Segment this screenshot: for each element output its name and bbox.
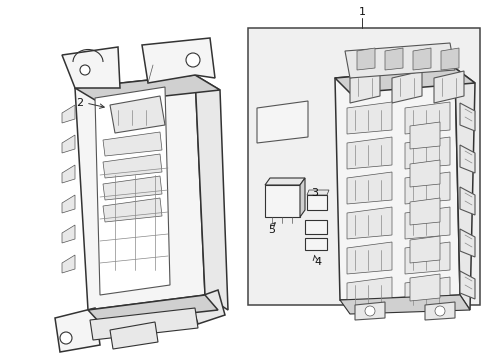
- Polygon shape: [55, 308, 100, 352]
- Polygon shape: [75, 75, 205, 310]
- Polygon shape: [350, 71, 380, 103]
- Polygon shape: [103, 176, 162, 200]
- Polygon shape: [347, 207, 392, 239]
- Polygon shape: [257, 101, 308, 143]
- Polygon shape: [347, 172, 392, 204]
- Circle shape: [80, 65, 90, 75]
- Circle shape: [60, 332, 72, 344]
- Circle shape: [435, 306, 445, 316]
- Text: 5: 5: [269, 225, 275, 235]
- Polygon shape: [62, 47, 120, 88]
- Polygon shape: [410, 274, 440, 301]
- Polygon shape: [340, 295, 470, 314]
- Polygon shape: [460, 103, 475, 131]
- Polygon shape: [455, 68, 475, 310]
- Polygon shape: [190, 290, 225, 324]
- Polygon shape: [460, 271, 475, 299]
- Polygon shape: [405, 137, 450, 169]
- Polygon shape: [410, 122, 440, 149]
- Polygon shape: [62, 225, 75, 243]
- Polygon shape: [410, 236, 440, 263]
- Polygon shape: [88, 295, 218, 323]
- Polygon shape: [195, 75, 228, 310]
- Polygon shape: [405, 277, 450, 309]
- Polygon shape: [460, 229, 475, 257]
- Polygon shape: [62, 195, 75, 213]
- Polygon shape: [62, 105, 75, 123]
- Polygon shape: [347, 137, 392, 169]
- Polygon shape: [305, 238, 327, 250]
- Polygon shape: [103, 154, 162, 178]
- Polygon shape: [90, 308, 198, 340]
- Polygon shape: [345, 43, 455, 78]
- Polygon shape: [460, 187, 475, 215]
- Polygon shape: [392, 71, 422, 103]
- Polygon shape: [410, 160, 440, 187]
- Polygon shape: [357, 48, 375, 70]
- Polygon shape: [460, 145, 475, 173]
- Polygon shape: [110, 96, 165, 133]
- Polygon shape: [347, 102, 392, 134]
- Polygon shape: [265, 185, 300, 217]
- Polygon shape: [307, 195, 327, 210]
- Text: 2: 2: [76, 98, 84, 108]
- Polygon shape: [142, 38, 215, 83]
- Polygon shape: [405, 207, 450, 239]
- Polygon shape: [441, 48, 459, 70]
- Bar: [248, 28, 480, 305]
- Polygon shape: [425, 302, 455, 320]
- Polygon shape: [62, 255, 75, 273]
- Polygon shape: [347, 242, 392, 274]
- Polygon shape: [62, 135, 75, 153]
- Circle shape: [186, 53, 200, 67]
- Polygon shape: [355, 302, 385, 320]
- Text: 4: 4: [315, 257, 321, 267]
- Polygon shape: [335, 68, 460, 300]
- Circle shape: [365, 306, 375, 316]
- Polygon shape: [95, 87, 170, 295]
- Polygon shape: [434, 71, 464, 103]
- Polygon shape: [62, 165, 75, 183]
- Polygon shape: [75, 75, 220, 103]
- Polygon shape: [103, 132, 162, 156]
- Polygon shape: [405, 172, 450, 204]
- Polygon shape: [347, 277, 392, 309]
- Polygon shape: [305, 220, 327, 234]
- Polygon shape: [413, 48, 431, 70]
- Polygon shape: [110, 322, 158, 349]
- Polygon shape: [265, 178, 305, 185]
- Polygon shape: [103, 198, 162, 222]
- Text: 3: 3: [312, 188, 318, 198]
- Polygon shape: [410, 198, 440, 225]
- Polygon shape: [307, 190, 329, 195]
- Text: 1: 1: [359, 7, 366, 17]
- Polygon shape: [385, 48, 403, 70]
- Polygon shape: [300, 178, 305, 217]
- Polygon shape: [405, 242, 450, 274]
- Polygon shape: [405, 102, 450, 134]
- Polygon shape: [335, 68, 475, 93]
